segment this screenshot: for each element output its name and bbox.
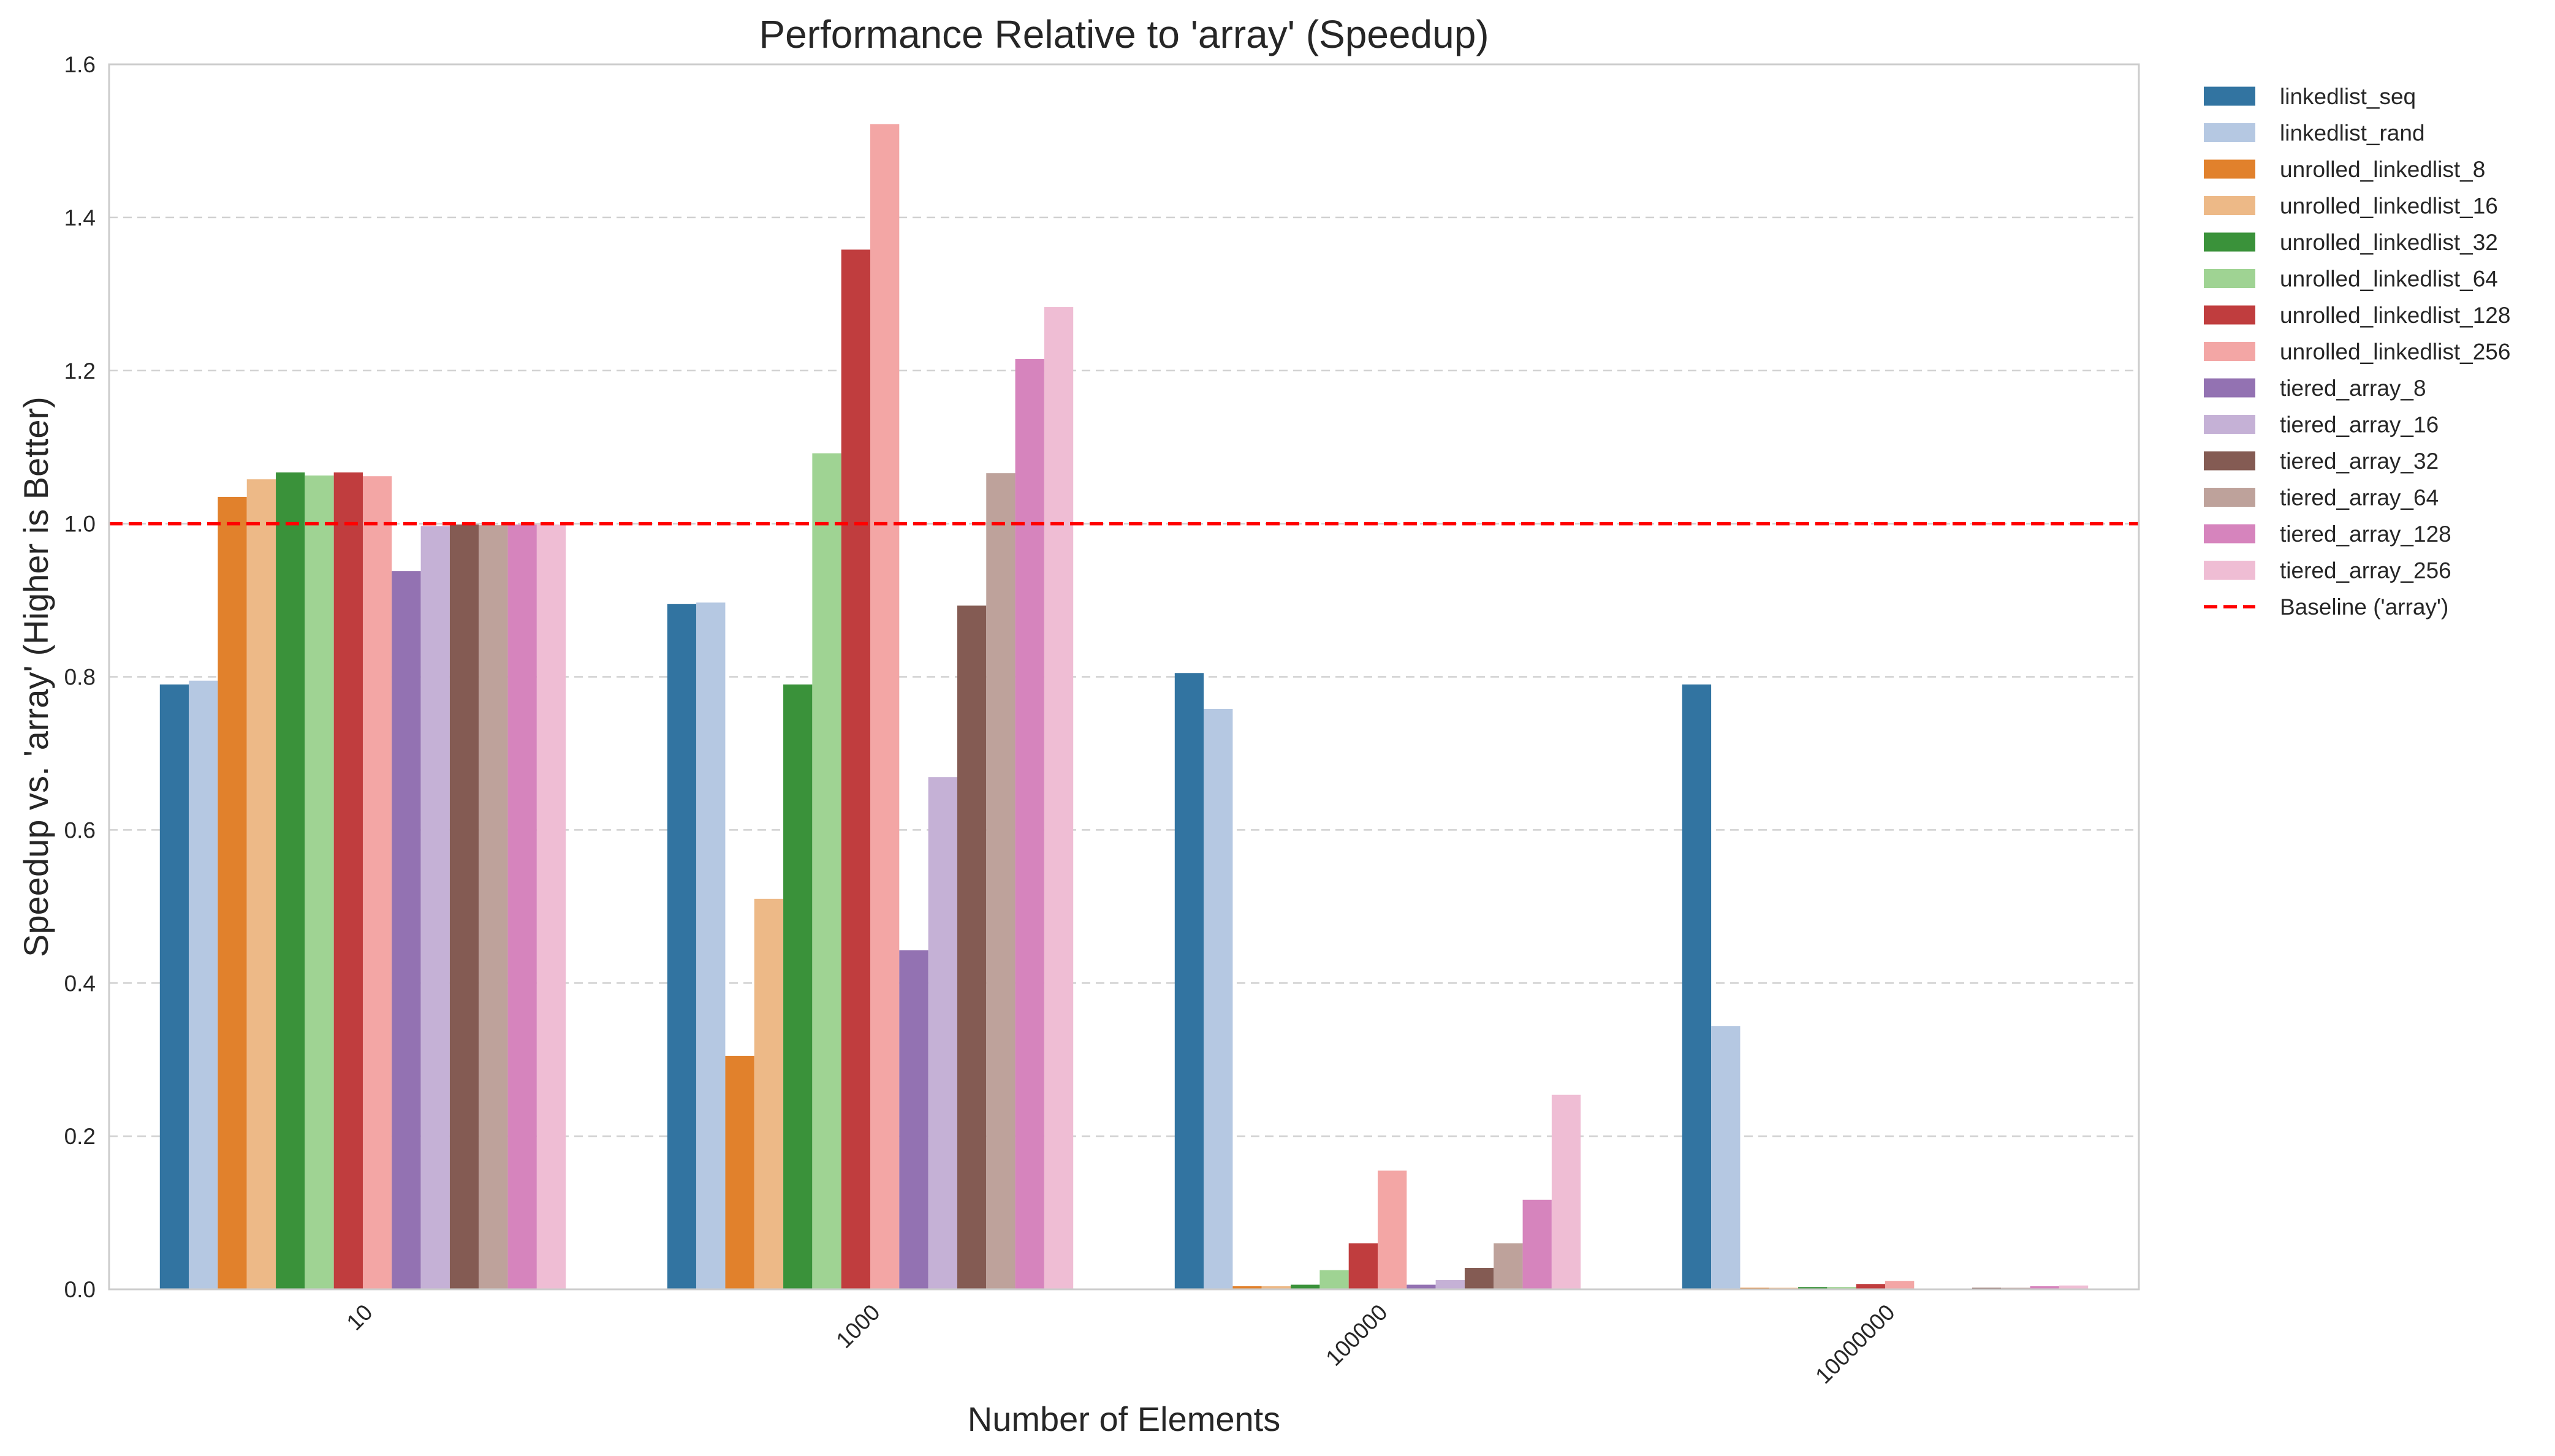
- bar: [928, 777, 957, 1289]
- legend-label: unrolled_linkedlist_16: [2280, 194, 2498, 219]
- x-tick-label: 10: [342, 1300, 378, 1335]
- y-tick-label: 0.2: [64, 1124, 96, 1149]
- bar: [841, 249, 870, 1289]
- bar: [1204, 708, 1233, 1289]
- bar: [1856, 1284, 1885, 1289]
- bar: [449, 524, 479, 1289]
- bar: [667, 604, 697, 1290]
- bar: [1015, 359, 1044, 1289]
- legend-label: tiered_array_256: [2280, 558, 2451, 583]
- bar: [276, 472, 305, 1289]
- legend-label: unrolled_linkedlist_32: [2280, 230, 2498, 255]
- bar: [754, 898, 784, 1289]
- bar: [1319, 1270, 1349, 1289]
- y-tick-label: 0.4: [64, 971, 96, 996]
- bar: [1798, 1287, 1828, 1289]
- y-tick-label: 0.0: [64, 1277, 96, 1302]
- bar: [725, 1055, 754, 1289]
- bar: [1435, 1280, 1465, 1289]
- bar: [1551, 1094, 1581, 1289]
- bar: [1348, 1243, 1378, 1289]
- bar: [1711, 1026, 1741, 1289]
- bar: [899, 950, 928, 1289]
- y-axis-label: Speedup vs. 'array' (Higher is Better): [17, 396, 55, 957]
- legend-label: unrolled_linkedlist_256: [2280, 339, 2510, 365]
- legend-label: tiered_array_64: [2280, 485, 2439, 510]
- bar: [1464, 1268, 1494, 1289]
- y-tick-label: 0.8: [64, 665, 96, 690]
- bar: [392, 571, 421, 1290]
- bar: [479, 525, 508, 1289]
- legend-label: tiered_array_32: [2280, 449, 2439, 474]
- bar: [1827, 1287, 1856, 1289]
- bar: [1522, 1199, 1552, 1289]
- legend-swatch: [2204, 305, 2255, 325]
- legend-label: unrolled_linkedlist_64: [2280, 267, 2498, 292]
- bar: [783, 684, 813, 1289]
- bar: [507, 524, 537, 1289]
- legend-label: tiered_array_128: [2280, 521, 2451, 547]
- y-tick-label: 1.6: [64, 52, 96, 77]
- legend-swatch: [2204, 524, 2255, 544]
- bar: [420, 526, 450, 1290]
- bar: [870, 124, 900, 1289]
- x-tick-label: 1000: [831, 1300, 884, 1353]
- y-tick-label: 0.6: [64, 817, 96, 843]
- bar: [986, 473, 1016, 1289]
- bar: [957, 605, 987, 1289]
- legend-label: unrolled_linkedlist_8: [2280, 157, 2485, 182]
- legend-label: unrolled_linkedlist_128: [2280, 303, 2510, 328]
- bar: [333, 472, 363, 1289]
- legend-swatch: [2204, 342, 2255, 361]
- legend-label: tiered_array_16: [2280, 412, 2439, 438]
- legend-swatch: [2204, 159, 2255, 179]
- x-tick-label: 10000000: [1810, 1300, 1899, 1389]
- bar: [189, 680, 218, 1289]
- bar: [1044, 307, 1074, 1289]
- y-tick-label: 1.0: [64, 512, 96, 537]
- bar: [696, 602, 726, 1290]
- bar: [305, 475, 334, 1290]
- legend-swatch: [2204, 123, 2255, 142]
- bar: [1291, 1284, 1320, 1289]
- legend-swatch: [2204, 86, 2255, 106]
- legend-swatch: [2204, 232, 2255, 252]
- bar: [812, 453, 841, 1289]
- bar: [536, 524, 566, 1289]
- bar: [1378, 1170, 1407, 1289]
- bar: [2030, 1286, 2059, 1289]
- y-tick-label: 1.4: [64, 205, 96, 230]
- bar: [1494, 1243, 1523, 1289]
- bar: [246, 479, 276, 1289]
- bar: [218, 496, 247, 1289]
- legend-swatch: [2204, 378, 2255, 398]
- x-axis-label: Number of Elements: [968, 1400, 1280, 1438]
- chart-title: Performance Relative to 'array' (Speedup…: [759, 12, 1489, 56]
- legend-swatch: [2204, 488, 2255, 507]
- plot-frame: [108, 63, 2140, 1291]
- legend-label: linkedlist_seq: [2280, 84, 2416, 109]
- bar: [159, 684, 189, 1289]
- bar: [1885, 1281, 1915, 1289]
- y-tick-label: 1.2: [64, 358, 96, 384]
- legend-swatch: [2204, 269, 2255, 288]
- bar: [2059, 1285, 2089, 1289]
- bar: [1407, 1284, 1436, 1289]
- legend-swatch: [2204, 415, 2255, 434]
- legend-swatch: [2204, 561, 2255, 580]
- legend-swatch: [2204, 196, 2255, 215]
- legend-swatch: [2204, 451, 2255, 471]
- legend-label: linkedlist_rand: [2280, 121, 2425, 146]
- x-tick-label: 100000: [1321, 1300, 1392, 1371]
- bar: [1232, 1286, 1262, 1289]
- legend-label: Baseline ('array'): [2280, 594, 2448, 620]
- bar: [1682, 684, 1712, 1289]
- bar: [1261, 1286, 1291, 1289]
- bar: [1174, 673, 1204, 1289]
- legend-label: tiered_array_8: [2280, 376, 2426, 401]
- bar: [363, 476, 392, 1289]
